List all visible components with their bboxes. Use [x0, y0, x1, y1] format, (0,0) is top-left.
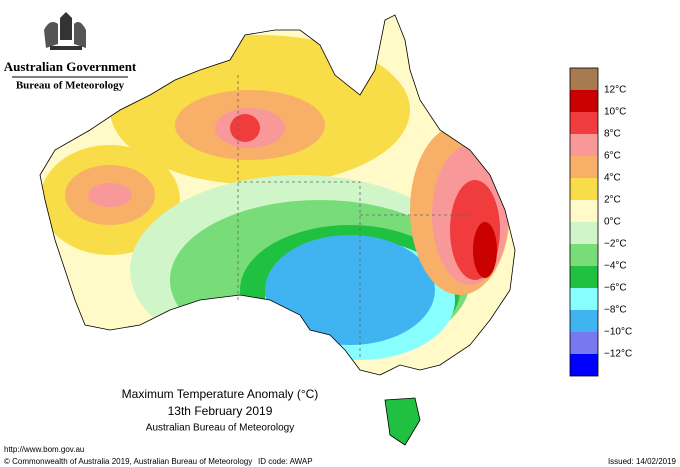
footer-id: ID code: AWAP: [258, 457, 313, 466]
agency: Bureau of Meteorology: [16, 80, 125, 92]
legend: 12°C 10°C 8°C 6°C 4°C 2°C 0°C −2°C −4°C −6°C −8°C −…: [569, 67, 632, 377]
legend-label: −6°C: [604, 283, 627, 294]
caption-source: Australian Bureau of Meteorology: [146, 423, 294, 434]
legend-swatch: [570, 266, 598, 288]
legend-label: 4°C: [604, 173, 621, 184]
legend-label: −10°C: [604, 327, 632, 338]
legend-label: −2°C: [604, 239, 627, 250]
legend-label: −12°C: [604, 349, 632, 360]
legend-label: −8°C: [604, 305, 627, 316]
caption-title: Maximum Temperature Anomaly (°C): [122, 387, 319, 401]
footer-url: http://www.bom.gov.au: [4, 445, 84, 454]
state-borders: [237, 75, 470, 360]
legend-swatch: [570, 222, 598, 244]
coastline: [39, 14, 516, 376]
legend-swatch: [570, 354, 598, 376]
legend-swatch: [570, 200, 598, 222]
tasmania: [384, 397, 421, 446]
legend-frame: [569, 67, 599, 377]
legend-swatch: [570, 310, 598, 332]
footer-issued: Issued: 14/02/2019: [608, 457, 677, 466]
legend-swatch: [570, 178, 598, 200]
legend-swatch: [570, 288, 598, 310]
legend-label: 6°C: [604, 151, 621, 162]
legend-label: 2°C: [604, 195, 621, 206]
legend-swatch: [570, 156, 598, 178]
legend-swatch: [570, 112, 598, 134]
legend-label: 12°C: [604, 85, 626, 96]
legend-swatch: [570, 332, 598, 354]
footer-copyright: © Commonwealth of Australia 2019, Austra…: [4, 457, 252, 466]
legend-swatch: [570, 134, 598, 156]
legend-swatch: [570, 244, 598, 266]
legend-swatch: [570, 90, 598, 112]
government: Australian Government: [4, 59, 137, 74]
legend-label: 8°C: [604, 129, 621, 140]
legend-label: −4°C: [604, 261, 627, 272]
legend-label: 10°C: [604, 107, 626, 118]
caption-date: 13th February 2019: [168, 404, 273, 418]
legend-label: 0°C: [604, 217, 621, 228]
logo: [44, 12, 86, 50]
legend-swatch: [570, 68, 598, 90]
